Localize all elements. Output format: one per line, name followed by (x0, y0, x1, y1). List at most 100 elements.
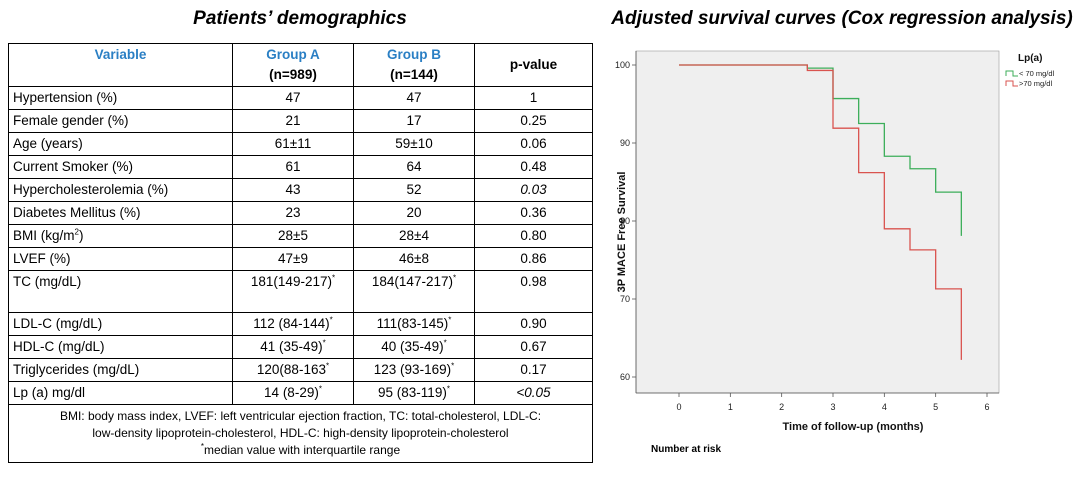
cell-variable-text: Female gender (%) (13, 113, 129, 128)
cell-group-a: 28±5 (232, 224, 354, 248)
cell-group-a: 47±9 (232, 247, 354, 271)
cell-p-value: 0.06 (474, 132, 593, 156)
cell-group-b: 111(83-145)* (353, 312, 475, 336)
table-row: TC (mg/dL) 181(149-217)* 184(147-217)* 0.98 (8, 270, 593, 313)
cell-group-b-text: 95 (83-119) (378, 385, 447, 400)
cell-group-b-text: 47 (406, 90, 422, 105)
cell-group-a: 120(88-163* (232, 358, 354, 382)
cell-group-b: 184(147-217)* (353, 270, 475, 313)
median-mark: * (443, 338, 447, 348)
cell-variable: Lp (a) mg/dl (8, 381, 233, 405)
median-mark: * (448, 315, 452, 325)
cell-variable: Age (years) (8, 132, 233, 156)
cell-group-b-text: 46±8 (399, 251, 429, 266)
cell-group-a-text: 47 (285, 90, 301, 105)
cell-p-value-text: 0.90 (520, 316, 547, 331)
cell-group-b: 40 (35-49)* (353, 335, 475, 359)
cell-group-b: 52 (353, 178, 475, 202)
cell-group-b-text: 28±4 (399, 228, 429, 243)
cell-variable: BMI (kg/m2) (8, 224, 233, 248)
cell-group-a: 21 (232, 109, 354, 133)
legend-entry: >70 mg/dl (1019, 79, 1052, 88)
cell-variable-text: HDL-C (mg/dL) (13, 339, 105, 354)
cell-group-a: 47 (232, 86, 354, 110)
cell-p-value-text: 0.67 (520, 339, 547, 354)
table-row: Current Smoker (%) 61 64 0.48 (8, 155, 593, 179)
cell-p-value-text: 1 (529, 90, 538, 105)
legend-swatch (1005, 70, 1018, 77)
table-header-row: Variable Group A (n=989) Group B (n=144)… (8, 43, 593, 87)
demographics-title: Patients’ demographics (193, 8, 407, 29)
table-row: Hypertension (%) 47 47 1 (8, 86, 593, 110)
number-at-risk-title: Number at risk (651, 444, 722, 455)
cell-variable-text: LDL-C (mg/dL) (13, 316, 103, 331)
cell-group-a-text: 41 (35-49) (260, 339, 323, 354)
cell-p-value-text: 0.86 (520, 251, 547, 266)
x-tick-label: 4 (882, 402, 887, 412)
cell-p-value: 0.80 (474, 224, 593, 248)
table-row: Age (years) 61±11 59±10 0.06 (8, 132, 593, 156)
header-p-value: p-value (474, 43, 593, 87)
survival-chart-title: Adjusted survival curves (Cox regression… (611, 8, 1073, 29)
cell-p-value: <0.05 (474, 381, 593, 405)
table-row: Diabetes Mellitus (%) 23 20 0.36 (8, 201, 593, 225)
cell-group-b-text: 111(83-145) (376, 316, 449, 331)
y-tick-label: 70 (620, 294, 630, 304)
cell-group-a: 112 (84-144)* (232, 312, 354, 336)
cell-variable: LVEF (%) (8, 247, 233, 271)
cell-p-value-text: <0.05 (516, 385, 551, 400)
median-mark: * (446, 384, 450, 394)
cell-p-value: 0.36 (474, 201, 593, 225)
cell-group-b-text: 64 (406, 159, 422, 174)
cell-variable-text: Hypercholesterolemia (%) (13, 182, 169, 197)
survival-chart: 0 1 2 3 4 5 6 60 70 80 90 100 Time of follow-up (mon… (615, 50, 1055, 433)
cell-group-a-text: 61±11 (274, 136, 312, 151)
table-row: Triglycerides (mg/dL) 120(88-163* 123 (93-… (8, 358, 593, 382)
table-row: BMI (kg/m2) 28±5 28±4 0.80 (8, 224, 593, 248)
cell-group-a-text: 120(88-163 (256, 362, 326, 377)
cell-group-b: 47 (353, 86, 475, 110)
header-group-b-label: Group B (387, 47, 441, 62)
cell-group-a-text: 181(149-217) (250, 274, 332, 289)
median-mark: * (318, 384, 322, 394)
header-group-a-n: (n=989) (269, 67, 317, 82)
cell-p-value-text: 0.48 (520, 159, 547, 174)
cell-variable-text: Current Smoker (%) (13, 159, 134, 174)
footnote-line-3: median value with interquartile range (204, 443, 401, 457)
cell-group-a: 61 (232, 155, 354, 179)
cell-variable: Triglycerides (mg/dL) (8, 358, 233, 382)
unit-close: ) (78, 228, 84, 243)
cell-group-a-text: 28±5 (278, 228, 308, 243)
cell-variable-text: LVEF (%) (13, 251, 71, 266)
cell-p-value: 0.86 (474, 247, 593, 271)
x-tick-label: 6 (984, 402, 989, 412)
table-row: Female gender (%) 21 17 0.25 (8, 109, 593, 133)
legend-title: Lp(a) (1018, 53, 1042, 64)
cell-group-b: 20 (353, 201, 475, 225)
x-tick-label: 2 (779, 402, 784, 412)
cell-p-value: 0.25 (474, 109, 593, 133)
survival-curve-high-lpa (679, 64, 962, 360)
header-variable: Variable (8, 43, 233, 87)
table-row: LVEF (%) 47±9 46±8 0.86 (8, 247, 593, 271)
y-tick-label: 90 (620, 138, 630, 148)
cell-p-value: 0.90 (474, 312, 593, 336)
cell-group-a: 41 (35-49)* (232, 335, 354, 359)
cell-group-b: 46±8 (353, 247, 475, 271)
cell-p-value: 0.48 (474, 155, 593, 179)
x-tick-label: 5 (933, 402, 938, 412)
cell-variable: TC (mg/dL) (8, 270, 233, 313)
median-mark: * (451, 361, 455, 371)
cell-group-b: 95 (83-119)* (353, 381, 475, 405)
median-mark: * (329, 315, 333, 325)
cell-variable: Diabetes Mellitus (%) (8, 201, 233, 225)
cell-variable-text: TC (mg/dL) (13, 274, 82, 289)
legend-swatch (1005, 80, 1018, 87)
cell-group-b-text: 184(147-217) (371, 274, 453, 289)
cell-group-b-text: 52 (406, 182, 422, 197)
y-tick-label: 100 (615, 60, 630, 70)
median-mark: * (452, 273, 457, 283)
cell-group-a-text: 21 (285, 113, 301, 128)
y-axis-label: 3P MACE Free Survival (616, 172, 628, 293)
survival-curve-low-lpa (679, 64, 962, 236)
